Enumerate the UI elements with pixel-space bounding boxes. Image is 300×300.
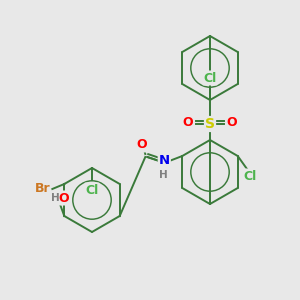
- Text: N: N: [159, 154, 170, 167]
- Text: O: O: [58, 191, 69, 205]
- Text: O: O: [136, 139, 147, 152]
- Text: S: S: [205, 117, 215, 131]
- Text: Cl: Cl: [243, 169, 256, 182]
- Text: Cl: Cl: [85, 184, 99, 196]
- Text: Cl: Cl: [203, 71, 217, 85]
- Text: Br: Br: [34, 182, 50, 196]
- Text: O: O: [227, 116, 237, 130]
- Text: H: H: [51, 193, 60, 203]
- Text: O: O: [183, 116, 193, 130]
- Text: H: H: [159, 170, 168, 180]
